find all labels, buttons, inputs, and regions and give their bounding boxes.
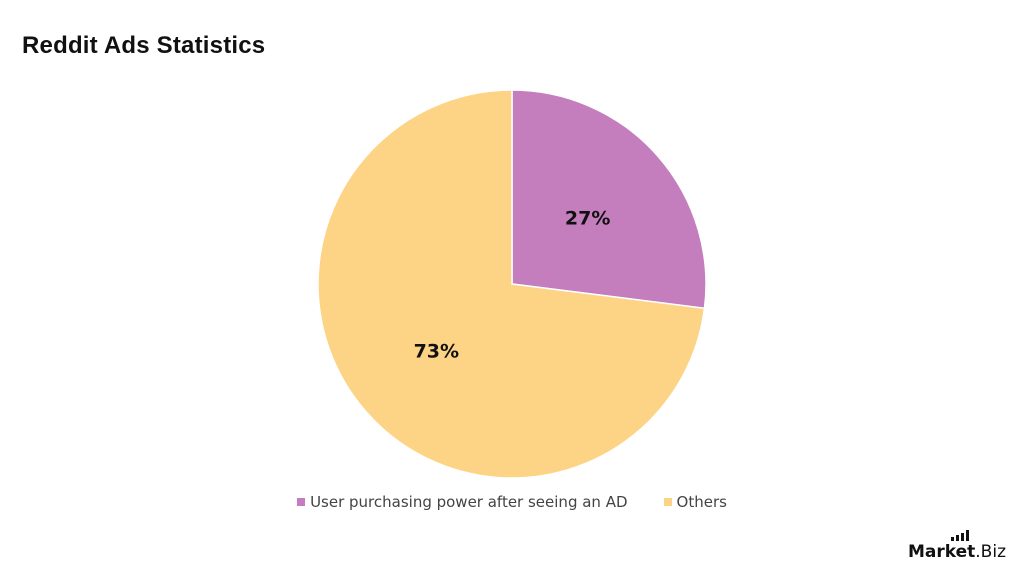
- legend-item-others[interactable]: Others: [663, 492, 727, 512]
- marketbiz-logo: Market .Biz: [908, 530, 1006, 562]
- legend-label: User purchasing power after seeing an AD: [310, 493, 628, 511]
- bar-chart-icon: [951, 530, 970, 541]
- pie-labels: 27% 73%: [414, 207, 611, 362]
- slice-data-label: 27%: [565, 207, 610, 229]
- pie-slice-others[interactable]: [317, 89, 706, 479]
- legend-label: Others: [676, 493, 727, 511]
- legend-item-user-purchasing-power[interactable]: User purchasing power after seeing an AD: [297, 492, 628, 512]
- pie-slices: [317, 89, 707, 479]
- legend-swatch-purple: [297, 498, 306, 506]
- chart-legend: User purchasing power after seeing an AD…: [0, 492, 1024, 512]
- legend-swatch-yellow: [663, 498, 672, 506]
- logo-wordmark-light: .Biz: [975, 542, 1006, 562]
- logo-wordmark-bold: Market: [908, 530, 975, 562]
- slice-data-label: 73%: [414, 341, 459, 363]
- chart-title: Reddit Ads Statistics: [22, 32, 266, 59]
- pie-slice-user-purchasing-power[interactable]: [511, 89, 707, 310]
